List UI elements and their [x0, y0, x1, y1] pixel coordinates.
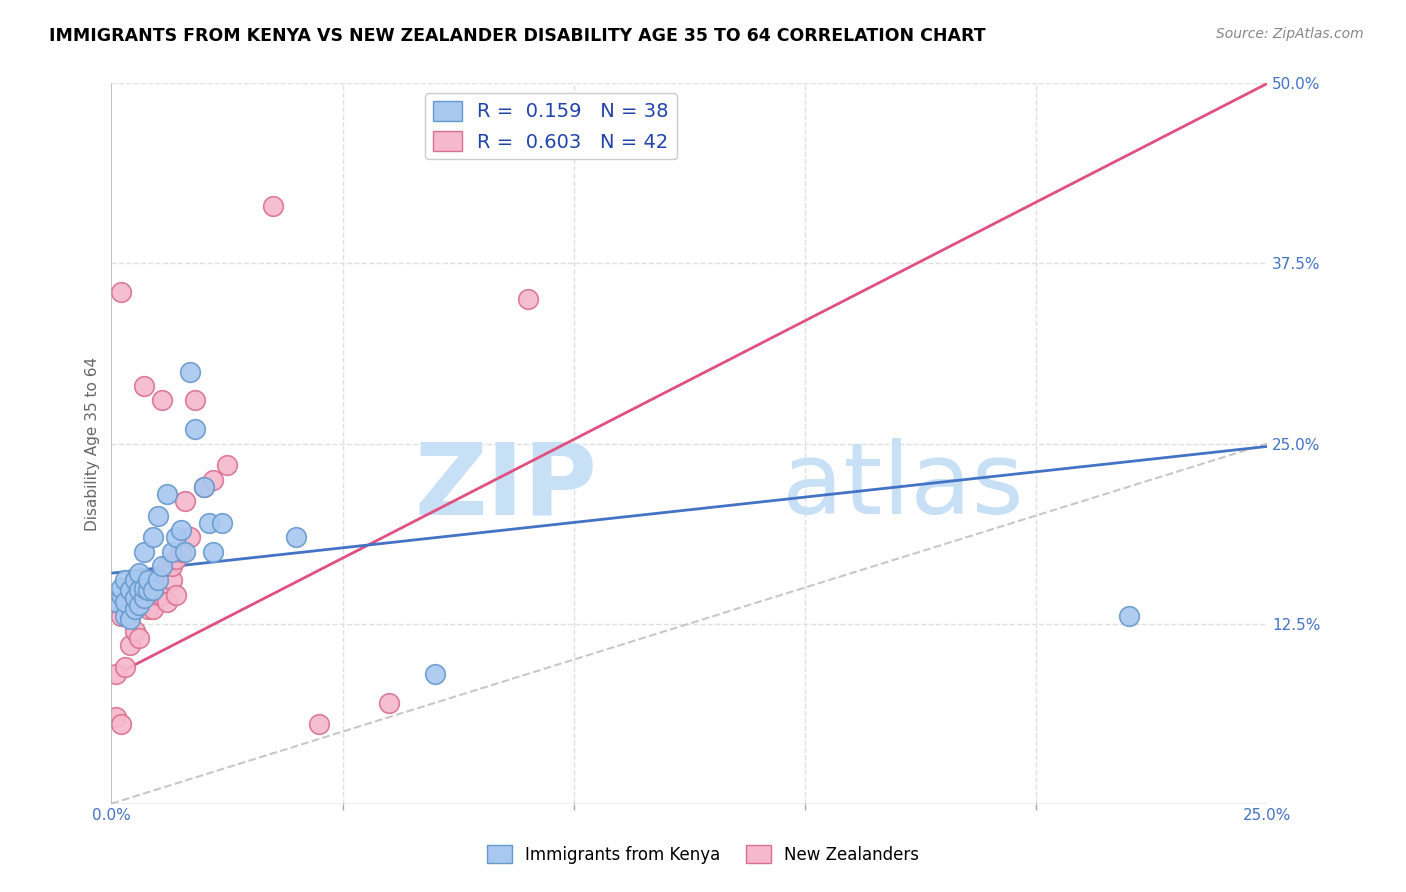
Text: Source: ZipAtlas.com: Source: ZipAtlas.com	[1216, 27, 1364, 41]
Point	[156, 487, 179, 501]
Point	[124, 591, 146, 605]
Point	[110, 581, 132, 595]
Point	[132, 581, 155, 595]
Point	[128, 631, 150, 645]
Point	[170, 523, 193, 537]
Point	[118, 583, 141, 598]
Point	[128, 566, 150, 581]
Point	[146, 588, 169, 602]
Point	[174, 494, 197, 508]
Point	[211, 516, 233, 530]
Point	[110, 285, 132, 300]
Point	[146, 508, 169, 523]
Text: ZIP: ZIP	[413, 438, 598, 535]
Point	[193, 480, 215, 494]
Point	[202, 473, 225, 487]
Point	[150, 558, 173, 573]
Point	[132, 591, 155, 605]
Point	[146, 574, 169, 588]
Point	[156, 595, 179, 609]
Point	[138, 574, 160, 588]
Point	[138, 583, 160, 598]
Point	[124, 595, 146, 609]
Point	[118, 612, 141, 626]
Point	[124, 574, 146, 588]
Point	[110, 588, 132, 602]
Point	[142, 583, 165, 598]
Point	[114, 609, 136, 624]
Point	[179, 530, 201, 544]
Point	[174, 544, 197, 558]
Point	[138, 574, 160, 588]
Y-axis label: Disability Age 35 to 64: Disability Age 35 to 64	[86, 357, 100, 531]
Point	[105, 667, 128, 681]
Point	[124, 574, 146, 588]
Text: IMMIGRANTS FROM KENYA VS NEW ZEALANDER DISABILITY AGE 35 TO 64 CORRELATION CHART: IMMIGRANTS FROM KENYA VS NEW ZEALANDER D…	[49, 27, 986, 45]
Point	[105, 595, 128, 609]
Point	[160, 574, 183, 588]
Legend: Immigrants from Kenya, New Zealanders: Immigrants from Kenya, New Zealanders	[481, 838, 925, 871]
Point	[150, 588, 173, 602]
Point	[160, 558, 183, 573]
Point	[132, 595, 155, 609]
Point	[114, 595, 136, 609]
Point	[146, 574, 169, 588]
Point	[215, 458, 238, 472]
Point	[165, 551, 187, 566]
Point	[110, 609, 132, 624]
Point	[128, 583, 150, 598]
Point	[110, 717, 132, 731]
Point	[105, 710, 128, 724]
Point	[285, 530, 308, 544]
Legend: R =  0.159   N = 38, R =  0.603   N = 42: R = 0.159 N = 38, R = 0.603 N = 42	[425, 93, 676, 160]
Point	[124, 624, 146, 638]
Point	[308, 717, 330, 731]
Point	[142, 602, 165, 616]
Point	[114, 660, 136, 674]
Point	[142, 530, 165, 544]
Point	[183, 393, 205, 408]
Point	[128, 598, 150, 612]
Point	[202, 544, 225, 558]
Point	[1118, 609, 1140, 624]
Point	[138, 602, 160, 616]
Point	[114, 588, 136, 602]
Point	[128, 574, 150, 588]
Point	[132, 379, 155, 393]
Point	[193, 480, 215, 494]
Point	[165, 588, 187, 602]
Point	[183, 422, 205, 436]
Point	[118, 638, 141, 652]
Point	[114, 574, 136, 588]
Point	[423, 667, 446, 681]
Point	[150, 393, 173, 408]
Point	[170, 544, 193, 558]
Point	[118, 609, 141, 624]
Point	[179, 364, 201, 378]
Point	[197, 516, 219, 530]
Point	[124, 602, 146, 616]
Text: atlas: atlas	[782, 438, 1024, 535]
Point	[262, 199, 284, 213]
Point	[142, 574, 165, 588]
Point	[114, 602, 136, 616]
Point	[165, 530, 187, 544]
Point	[132, 544, 155, 558]
Point	[378, 696, 401, 710]
Point	[156, 558, 179, 573]
Point	[516, 293, 538, 307]
Point	[160, 544, 183, 558]
